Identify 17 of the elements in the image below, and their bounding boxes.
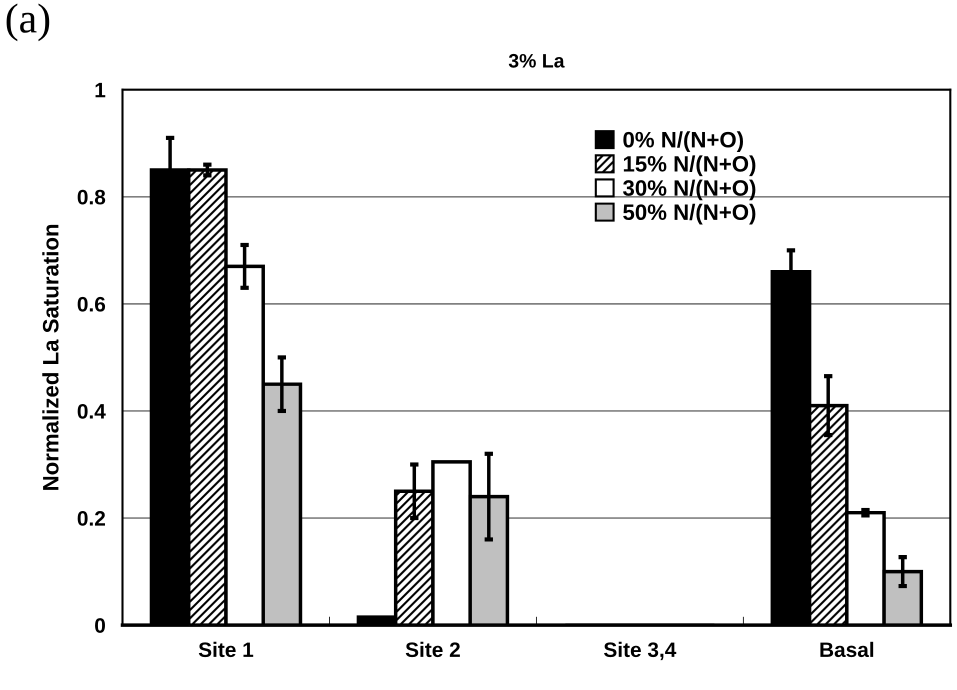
x-tick-label: Site 3,4: [604, 642, 676, 660]
legend-label: 15% N/(N+O): [624, 155, 756, 176]
y-tick-label: 0.2: [78, 511, 105, 526]
y-tick-label: 0.6: [78, 296, 106, 312]
legend-label: 30% N/(N+O): [622, 180, 756, 200]
legend-label: 50% N/(N+O): [623, 204, 756, 224]
text: (a): [6, 3, 50, 42]
y-tick-label: 0: [95, 618, 105, 633]
x-tick-label: Site 1: [198, 642, 254, 658]
chart-title: 3% La: [508, 54, 565, 68]
y-tick-label: 0.8: [78, 190, 106, 205]
x-tick-label: Basal: [820, 642, 874, 658]
x-tick-label: Site 2: [406, 642, 460, 658]
y-tick-label: 1: [96, 82, 106, 98]
legend-label: 0% N/(N+O): [623, 131, 743, 152]
y-axis-title: Normalized La Saturation: [42, 224, 59, 490]
y-tick-label: 0.4: [78, 404, 106, 419]
